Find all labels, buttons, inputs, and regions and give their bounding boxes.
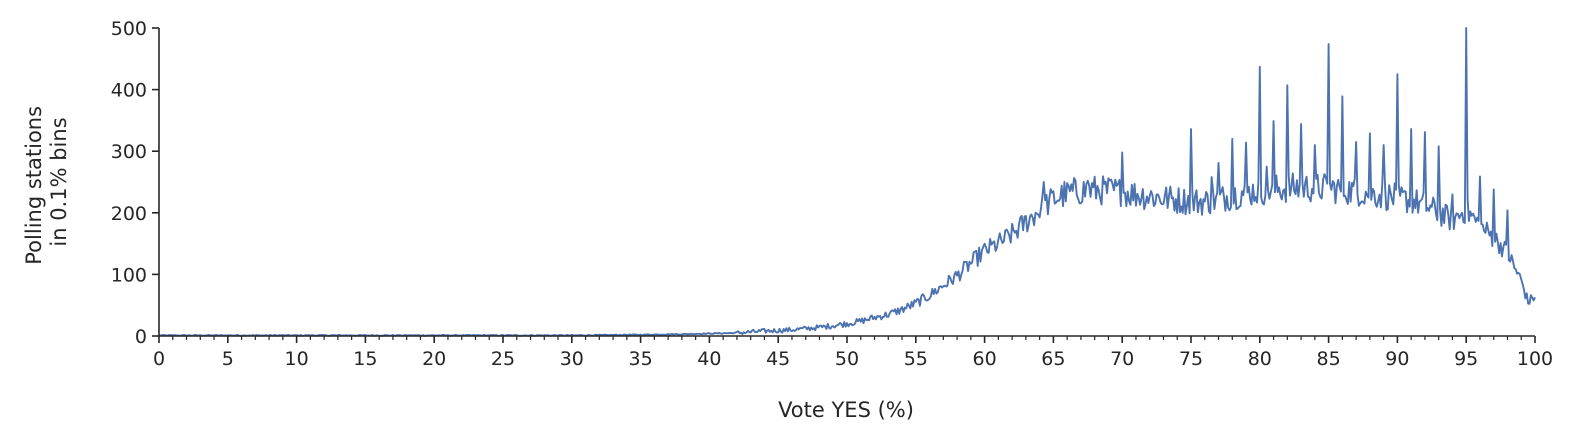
x-tick-label: 50 [835, 348, 859, 370]
y-tick-label: 400 [111, 80, 147, 102]
x-tick-label: 90 [1385, 348, 1409, 370]
y-tick-label: 200 [111, 203, 147, 225]
x-axis-title: Vote YES (%) [778, 398, 914, 422]
x-tick-label: 5 [222, 348, 234, 370]
x-tick-label: 40 [697, 348, 721, 370]
x-tick-label: 65 [1041, 348, 1065, 370]
x-tick-label: 95 [1454, 348, 1478, 370]
y-axis-title-line-2: in 0.1% bins [47, 117, 71, 246]
x-tick-label: 80 [1248, 348, 1272, 370]
x-tick-label: 35 [629, 348, 653, 370]
x-tick-label: 10 [285, 348, 309, 370]
y-tick-label: 300 [111, 141, 147, 163]
x-tick-label: 75 [1179, 348, 1203, 370]
plot-area [158, 27, 1536, 337]
x-axis: 0 5 10 15 20 25 30 35 40 45 50 55 60 65 70 75 80 85 90 95 10… [153, 335, 1553, 370]
y-axis-title: Polling stations in 0.1% bins [22, 99, 71, 264]
x-tick-label: 15 [353, 348, 377, 370]
y-tick-label: 100 [111, 264, 147, 286]
x-tick-label: 20 [422, 348, 446, 370]
x-tick-label: 85 [1317, 348, 1341, 370]
x-tick-label: 60 [973, 348, 997, 370]
x-tick-label: 70 [1110, 348, 1134, 370]
y-axis: 0 100 200 300 400 500 [111, 18, 160, 348]
x-tick-label: 0 [153, 348, 165, 370]
y-tick-label: 500 [111, 18, 147, 40]
series-line [158, 27, 1536, 337]
x-tick-label: 25 [491, 348, 515, 370]
x-tick-label: 100 [1517, 348, 1553, 370]
y-axis-title-line-1: Polling stations [22, 106, 46, 265]
x-tick-label: 55 [904, 348, 928, 370]
x-tick-label: 45 [766, 348, 790, 370]
x-tick-label: 30 [560, 348, 584, 370]
y-tick-label: 0 [135, 326, 147, 348]
